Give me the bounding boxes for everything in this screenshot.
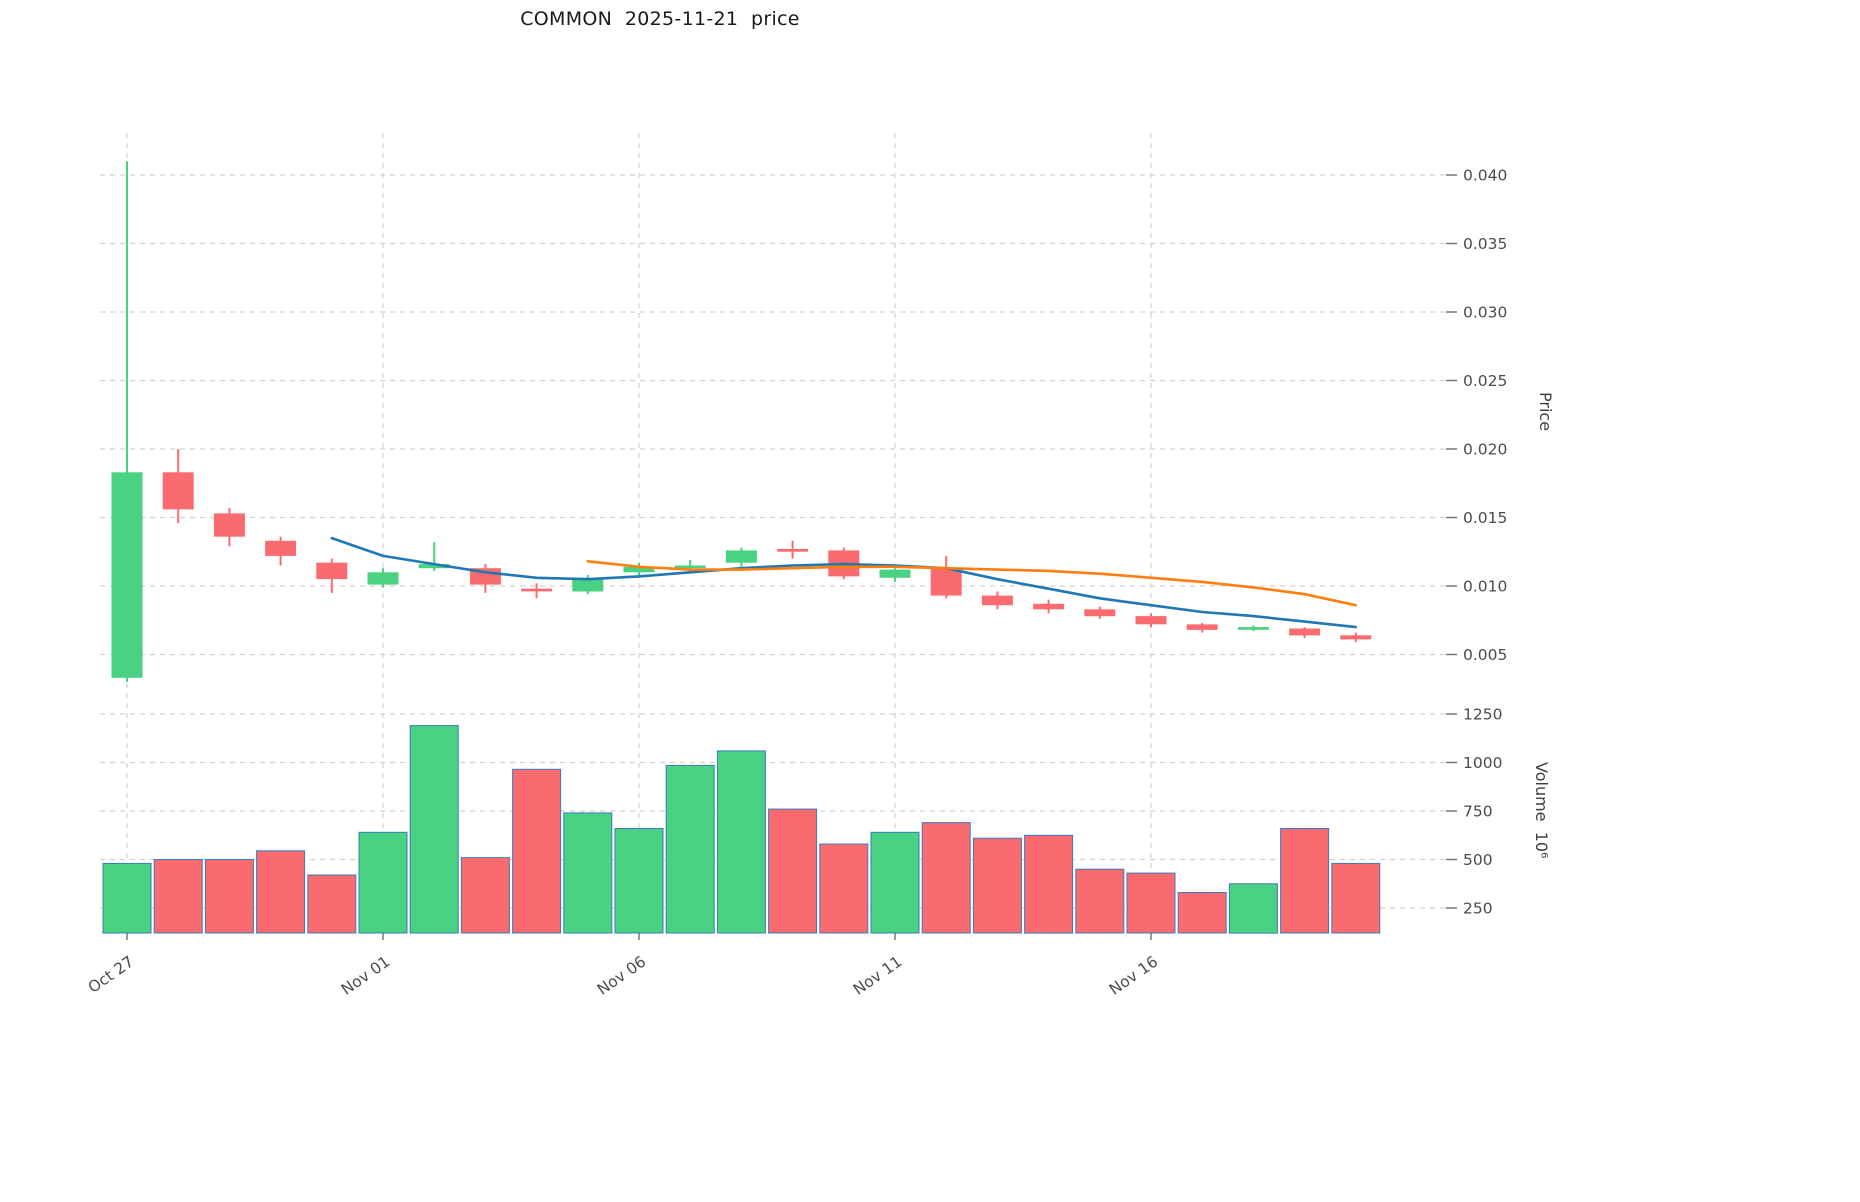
chart-title: COMMON 2025-11-21 price bbox=[520, 8, 800, 30]
volume-bar-up bbox=[614, 828, 664, 934]
volume-bar-down bbox=[460, 857, 510, 934]
candle-body-down bbox=[521, 588, 553, 592]
candle-body-down bbox=[930, 568, 962, 596]
volume-bar-down bbox=[1280, 828, 1330, 934]
candle-body-down bbox=[777, 549, 809, 552]
x-tick-label: Nov 06 bbox=[594, 953, 649, 999]
volume-bar-down bbox=[1177, 892, 1227, 934]
volume-tick-label: 1250 bbox=[1463, 706, 1502, 724]
volume-tick-label: 750 bbox=[1463, 803, 1493, 821]
price-tick-label: 0.020 bbox=[1463, 441, 1507, 459]
volume-tick-label: 250 bbox=[1463, 900, 1493, 918]
ma-line-short bbox=[330, 536, 1358, 629]
volume-bar-up bbox=[358, 831, 408, 934]
volume-bar-down bbox=[819, 843, 869, 934]
volume-bar-up bbox=[563, 812, 613, 934]
candle-body-down bbox=[1186, 624, 1218, 630]
price-tick-label: 0.005 bbox=[1463, 646, 1507, 664]
volume-bar-down bbox=[1126, 872, 1176, 934]
volume-bar-up bbox=[409, 725, 459, 934]
volume-bar-up bbox=[102, 862, 152, 934]
candle-body-down bbox=[981, 595, 1013, 606]
volume-axis-label: Volume 10⁶ bbox=[1532, 762, 1551, 859]
candle-body-up bbox=[572, 577, 604, 592]
volume-bar-up bbox=[1228, 883, 1278, 934]
candle-body-down bbox=[162, 472, 194, 510]
volume-bar-down bbox=[204, 859, 254, 934]
price-tick-label: 0.025 bbox=[1463, 372, 1507, 390]
volume-bar-down bbox=[1024, 834, 1074, 934]
volume-bar-down bbox=[307, 874, 357, 934]
price-tick-label: 0.015 bbox=[1463, 509, 1507, 527]
candle-body-down bbox=[316, 562, 348, 580]
price-tick-label: 0.035 bbox=[1463, 235, 1507, 253]
volume-bar-up bbox=[870, 831, 920, 934]
candle-body-up bbox=[879, 569, 911, 578]
volume-bar-down bbox=[972, 837, 1022, 934]
price-tick-label: 0.030 bbox=[1463, 304, 1507, 322]
candle-body-down bbox=[1135, 616, 1167, 625]
candle-body-up bbox=[1237, 627, 1269, 630]
volume-bar-down bbox=[256, 850, 306, 934]
volume-bar-down bbox=[768, 808, 818, 934]
candle-body-down bbox=[265, 540, 297, 556]
volume-bar-down bbox=[1331, 862, 1381, 934]
candle-body-down bbox=[1340, 635, 1372, 640]
candle-body-down bbox=[213, 513, 245, 537]
volume-tick-label: 500 bbox=[1463, 851, 1493, 869]
volume-tick-label: 1000 bbox=[1463, 754, 1502, 772]
candle-body-up bbox=[367, 572, 399, 585]
volume-bar-down bbox=[921, 822, 971, 934]
price-tick-label: 0.040 bbox=[1463, 167, 1507, 185]
volume-bar-down bbox=[1075, 868, 1125, 934]
price-axis-label: Price bbox=[1536, 392, 1555, 432]
candle-body-up bbox=[623, 566, 655, 573]
x-tick-label: Nov 16 bbox=[1106, 953, 1161, 999]
x-tick-label: Nov 01 bbox=[338, 953, 393, 999]
candle-body-up bbox=[725, 550, 757, 563]
ma-line-long bbox=[586, 559, 1358, 607]
candle-body-up bbox=[418, 564, 450, 569]
volume-bar-up bbox=[716, 750, 766, 934]
volume-bar-down bbox=[153, 859, 203, 934]
x-tick-label: Nov 11 bbox=[850, 953, 905, 999]
candle-body-down bbox=[1084, 609, 1116, 617]
candle-body-up bbox=[111, 472, 143, 678]
candle-body-up bbox=[674, 565, 706, 568]
volume-bar-up bbox=[665, 764, 715, 934]
x-tick-label: Oct 27 bbox=[85, 953, 137, 997]
candle-body-down bbox=[1289, 628, 1321, 636]
price-tick-label: 0.010 bbox=[1463, 578, 1507, 596]
candle-body-down bbox=[1033, 603, 1065, 610]
volume-bar-down bbox=[512, 768, 562, 934]
